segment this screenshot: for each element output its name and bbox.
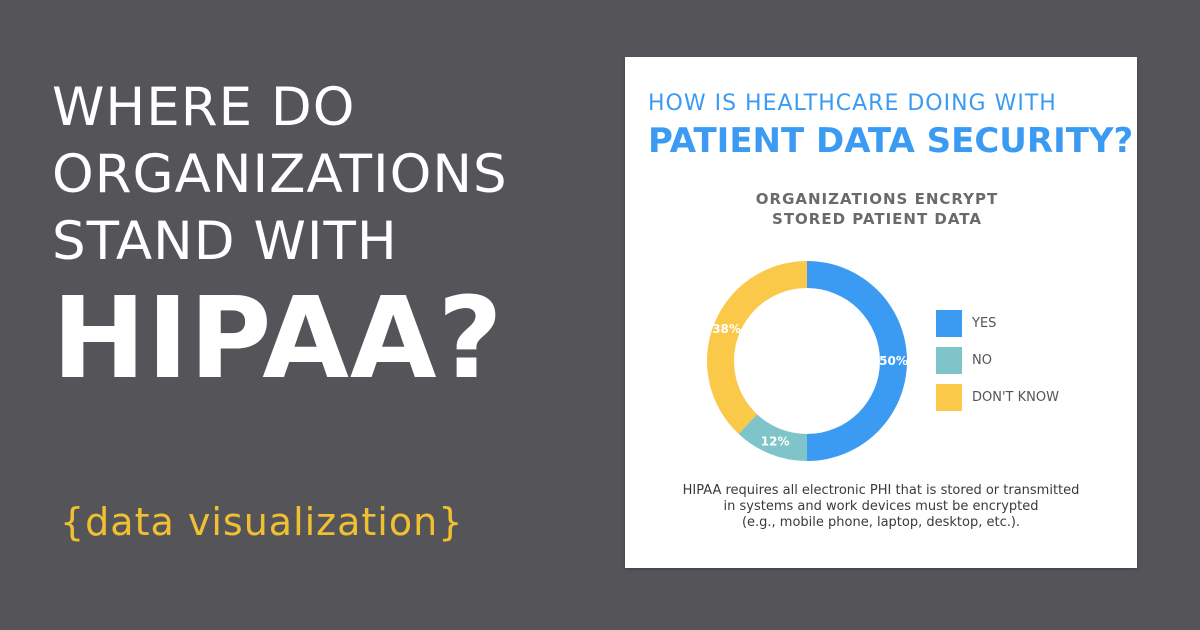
donut-slice-dont-know [707,261,807,434]
chart-legend: YES NO DON'T KNOW [936,310,1059,421]
legend-label-no: NO [972,353,992,368]
donut-label-yes: 50% [879,354,908,368]
legend-item-yes: YES [936,310,1059,337]
legend-label-dont-know: DON'T KNOW [972,390,1059,405]
headline: WHERE DO ORGANIZATIONS STAND WITH HIPAA? [52,74,508,399]
donut-chart: 50% 12% 38% [707,261,908,461]
headline-hipaa: HIPAA? [52,274,504,404]
donut-slice-yes [807,261,907,461]
infographic-card: HOW IS HEALTHCARE DOING WITH PATIENT DAT… [625,57,1137,568]
legend-swatch-dont-know [936,384,962,411]
donut-slice-no [738,414,807,461]
chart-title-line-1: ORGANIZATIONS ENCRYPT [755,190,999,208]
legend-item-no: NO [936,347,1059,374]
chart-title: ORGANIZATIONS ENCRYPT STORED PATIENT DAT… [677,189,1077,229]
legend-label-yes: YES [972,316,997,331]
legend-swatch-no [936,347,962,374]
legend-swatch-yes [936,310,962,337]
donut-label-no: 12% [761,434,790,448]
donut-label-dont-know: 38% [712,322,741,336]
footnote-line-3: (e.g., mobile phone, laptop, desktop, et… [741,515,1021,530]
data-visualization-tag: {data visualization} [60,500,464,544]
legend-item-dont-know: DON'T KNOW [936,384,1059,411]
headline-line-3: STAND WITH [52,211,398,272]
footnote-line-2: in systems and work devices must be encr… [723,499,1039,514]
headline-line-2: ORGANIZATIONS [52,144,508,205]
card-title-line-2: PATIENT DATA SECURITY? [648,121,1134,161]
encryption-footnote: HIPAA requires all electronic PHI that i… [625,483,1137,531]
headline-line-1: WHERE DO [52,77,356,138]
card-title-line-1: HOW IS HEALTHCARE DOING WITH [648,91,1057,116]
chart-title-line-2: STORED PATIENT DATA [772,210,982,228]
footnote-line-1: HIPAA requires all electronic PHI that i… [682,483,1080,498]
